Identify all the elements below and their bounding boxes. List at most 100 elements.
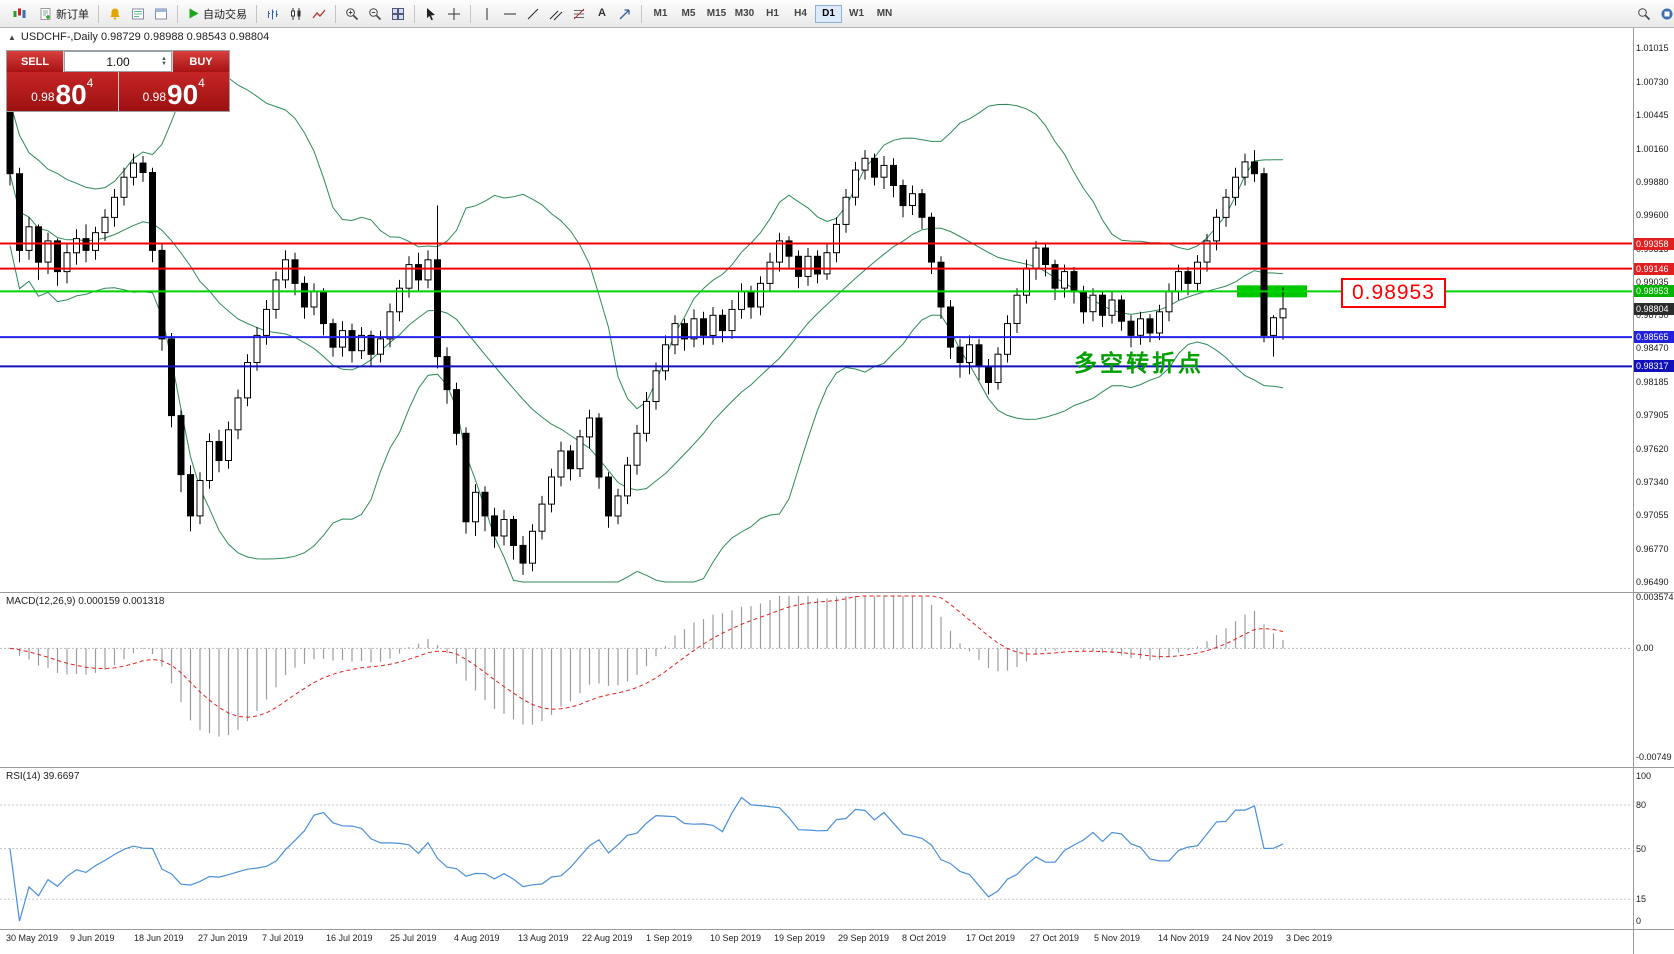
auto-trading-icon bbox=[189, 8, 199, 19]
date-label: 5 Nov 2019 bbox=[1094, 933, 1141, 943]
toolbar-separator bbox=[256, 4, 257, 23]
macd-axis-max: 0.003574 bbox=[1636, 592, 1674, 602]
candlestick-chart-icon[interactable] bbox=[285, 3, 307, 25]
price-badge: 0.99358 bbox=[1634, 237, 1674, 250]
price-tick: 0.97905 bbox=[1636, 410, 1669, 420]
buy-button[interactable]: BUY bbox=[173, 51, 229, 72]
search-icon[interactable] bbox=[1633, 3, 1655, 25]
date-label: 7 Jul 2019 bbox=[262, 933, 304, 943]
horizontal-line-icon[interactable] bbox=[499, 3, 521, 25]
community-icon[interactable] bbox=[1656, 3, 1674, 25]
date-label: 22 Aug 2019 bbox=[582, 933, 633, 943]
volume-value: 1.00 bbox=[106, 54, 130, 69]
crosshair-icon[interactable] bbox=[443, 3, 465, 25]
price-tick: 0.99880 bbox=[1636, 176, 1669, 187]
date-label: 18 Jun 2019 bbox=[134, 933, 184, 943]
cursor-icon[interactable] bbox=[420, 3, 442, 25]
rsi-axis-tick: 50 bbox=[1636, 843, 1647, 854]
channel-icon[interactable] bbox=[545, 3, 567, 25]
timeframe-h1-button[interactable]: H1 bbox=[759, 5, 786, 23]
price-tick: 0.97620 bbox=[1636, 443, 1669, 454]
timeframe-m30-button[interactable]: M30 bbox=[731, 5, 758, 23]
buy-price-big: 90 bbox=[167, 79, 199, 111]
timeframe-d1-button[interactable]: D1 bbox=[815, 4, 842, 23]
alerts-icon[interactable] bbox=[104, 3, 126, 25]
timeframe-m5-button[interactable]: M5 bbox=[675, 5, 702, 23]
bar-chart-icon[interactable] bbox=[262, 3, 284, 25]
price-badge: 0.98317 bbox=[1634, 360, 1674, 373]
rsi-axis-tick: 15 bbox=[1636, 894, 1647, 905]
toolbar-separator bbox=[641, 4, 642, 23]
macd-indicator-label: MACD(12,26,9) 0.000159 0.001318 bbox=[6, 596, 165, 607]
date-label: 8 Oct 2019 bbox=[902, 933, 947, 943]
main-toolbar: 新订单 自动交易 bbox=[0, 0, 1674, 28]
price-tick: 0.97340 bbox=[1636, 476, 1669, 487]
auto-trading-button[interactable]: 自动交易 bbox=[183, 3, 251, 25]
trendline-icon[interactable] bbox=[522, 3, 544, 25]
timeframe-m1-button[interactable]: M1 bbox=[647, 5, 674, 23]
zoom-out-icon[interactable] bbox=[364, 3, 386, 25]
line-chart-icon[interactable] bbox=[308, 3, 330, 25]
date-label: 10 Sep 2019 bbox=[710, 933, 762, 943]
arrows-tool-icon[interactable] bbox=[614, 3, 636, 25]
new-order-button[interactable]: 新订单 bbox=[35, 3, 93, 25]
one-click-trading-panel: SELL 1.00 ▲ ▼ BUY 0.98 80 4 0.98 90 4 bbox=[6, 50, 230, 112]
date-label: 27 Oct 2019 bbox=[1030, 933, 1080, 943]
volume-input[interactable]: 1.00 ▲ ▼ bbox=[64, 51, 172, 72]
timeframe-h4-button[interactable]: H4 bbox=[787, 5, 814, 23]
toolbar-separator bbox=[414, 4, 415, 23]
date-label: 16 Jul 2019 bbox=[326, 933, 373, 943]
toolbar-separator bbox=[177, 4, 178, 23]
market-watch-icon[interactable] bbox=[127, 3, 149, 25]
date-label: 9 Jun 2019 bbox=[70, 933, 115, 943]
time-axis[interactable]: 30 May 2019 9 Jun 2019 18 Jun 2019 27 Jun 2… bbox=[0, 931, 1632, 951]
price-tick: 0.96770 bbox=[1636, 543, 1669, 554]
buy-price-button[interactable]: 0.98 90 4 bbox=[118, 72, 229, 111]
price-badge: 0.98953 bbox=[1634, 285, 1674, 298]
sell-price-button[interactable]: 0.98 80 4 bbox=[7, 72, 118, 111]
price-tick: 0.98750 bbox=[1636, 310, 1669, 321]
auto-trading-label: 自动交易 bbox=[203, 8, 247, 21]
price-axis[interactable]: 1.01015 1.00730 1.00445 1.00160 0.99880 0.996… bbox=[1634, 0, 1674, 954]
date-label: 30 May 2019 bbox=[6, 933, 59, 943]
symbol-ohlc-text: USDCHF-,Daily 0.98729 0.98988 0.98543 0.… bbox=[20, 31, 270, 43]
date-label: 4 Aug 2019 bbox=[454, 933, 500, 943]
toolbar-separator bbox=[470, 4, 471, 23]
sell-price-pip: 4 bbox=[86, 76, 94, 90]
macd-axis-zero: 0.00 bbox=[1636, 643, 1654, 654]
sell-button[interactable]: SELL bbox=[7, 51, 63, 72]
toolbar-separator bbox=[335, 4, 336, 23]
date-label: 27 Jun 2019 bbox=[198, 933, 248, 943]
timeframe-m15-button[interactable]: M15 bbox=[703, 5, 730, 23]
price-badge: 0.99146 bbox=[1634, 262, 1674, 275]
text-tool-icon[interactable]: A bbox=[591, 3, 613, 25]
buy-price-prefix: 0.98 bbox=[142, 90, 166, 104]
zoom-in-icon[interactable] bbox=[341, 3, 363, 25]
volume-stepper[interactable]: ▲ ▼ bbox=[158, 52, 170, 71]
symbol-ohlc-line: ▲ USDCHF-,Daily 0.98729 0.98988 0.98543 … bbox=[8, 31, 269, 43]
price-tick: 0.96490 bbox=[1636, 577, 1669, 587]
data-window-icon[interactable] bbox=[150, 3, 172, 25]
stepper-down-icon[interactable]: ▼ bbox=[161, 60, 167, 67]
fibonacci-icon[interactable] bbox=[568, 3, 590, 25]
stepper-up-icon[interactable]: ▲ bbox=[161, 55, 167, 62]
timeframe-mn-button[interactable]: MN bbox=[871, 5, 898, 23]
buy-price-pip: 4 bbox=[198, 76, 205, 90]
date-label: 19 Sep 2019 bbox=[774, 933, 826, 943]
tile-windows-icon[interactable] bbox=[387, 3, 409, 25]
date-label: 14 Nov 2019 bbox=[1158, 933, 1210, 943]
date-label: 25 Jul 2019 bbox=[390, 933, 437, 943]
new-order-icon bbox=[40, 7, 51, 20]
collapse-panel-toggle[interactable]: ▲ bbox=[8, 32, 16, 42]
date-label: 29 Sep 2019 bbox=[838, 933, 890, 943]
price-badge: 0.98565 bbox=[1634, 331, 1674, 344]
timeframe-w1-button[interactable]: W1 bbox=[843, 5, 870, 23]
price-callout-label[interactable]: 0.98953 bbox=[1341, 278, 1446, 308]
price-tick: 0.99035 bbox=[1636, 276, 1669, 287]
vertical-line-icon[interactable] bbox=[476, 3, 498, 25]
price-tick: 1.01015 bbox=[1636, 43, 1669, 53]
turning-point-annotation[interactable]: 多空转折点 bbox=[1074, 350, 1204, 376]
rsi-indicator-label: RSI(14) 39.6697 bbox=[6, 771, 80, 782]
